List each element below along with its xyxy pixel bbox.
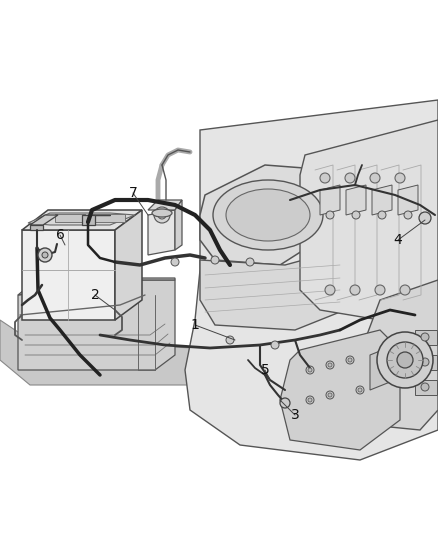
Bar bbox=[90, 214, 125, 222]
Polygon shape bbox=[346, 185, 366, 215]
Circle shape bbox=[306, 366, 314, 374]
Circle shape bbox=[419, 212, 431, 224]
Circle shape bbox=[42, 252, 48, 258]
Polygon shape bbox=[398, 185, 418, 215]
Circle shape bbox=[226, 336, 234, 344]
Text: 3: 3 bbox=[291, 408, 300, 422]
Circle shape bbox=[171, 258, 179, 266]
Polygon shape bbox=[370, 345, 395, 390]
Ellipse shape bbox=[152, 209, 172, 217]
Circle shape bbox=[211, 256, 219, 264]
Ellipse shape bbox=[377, 332, 433, 388]
Circle shape bbox=[306, 396, 314, 404]
Circle shape bbox=[280, 398, 290, 408]
Circle shape bbox=[378, 211, 386, 219]
Circle shape bbox=[348, 358, 352, 362]
Circle shape bbox=[154, 207, 170, 223]
Polygon shape bbox=[115, 210, 142, 320]
Circle shape bbox=[404, 211, 412, 219]
Circle shape bbox=[375, 285, 385, 295]
Circle shape bbox=[421, 383, 429, 391]
Polygon shape bbox=[0, 320, 438, 385]
Text: 1: 1 bbox=[191, 318, 199, 332]
Polygon shape bbox=[320, 185, 340, 215]
Circle shape bbox=[346, 356, 354, 364]
Bar bbox=[415, 330, 437, 345]
Circle shape bbox=[421, 358, 429, 366]
Polygon shape bbox=[200, 165, 335, 265]
Ellipse shape bbox=[226, 189, 310, 241]
Circle shape bbox=[271, 341, 279, 349]
Circle shape bbox=[325, 285, 335, 295]
Polygon shape bbox=[280, 330, 400, 450]
Polygon shape bbox=[175, 200, 182, 250]
Circle shape bbox=[158, 211, 166, 219]
Circle shape bbox=[395, 173, 405, 183]
Circle shape bbox=[326, 361, 334, 369]
Circle shape bbox=[308, 368, 312, 372]
Text: 7: 7 bbox=[129, 186, 138, 200]
Circle shape bbox=[328, 393, 332, 397]
Circle shape bbox=[370, 173, 380, 183]
Circle shape bbox=[358, 388, 362, 392]
Polygon shape bbox=[300, 120, 438, 320]
Text: 4: 4 bbox=[394, 233, 403, 247]
Circle shape bbox=[38, 248, 52, 262]
Circle shape bbox=[400, 285, 410, 295]
Bar bbox=[55, 214, 85, 222]
Bar bbox=[415, 380, 437, 395]
Polygon shape bbox=[30, 215, 58, 225]
Polygon shape bbox=[148, 210, 175, 255]
Polygon shape bbox=[28, 213, 135, 225]
Polygon shape bbox=[82, 215, 95, 225]
Polygon shape bbox=[30, 225, 43, 230]
Circle shape bbox=[421, 333, 429, 341]
Ellipse shape bbox=[387, 342, 423, 378]
Polygon shape bbox=[18, 280, 175, 370]
Text: 2: 2 bbox=[91, 288, 99, 302]
Ellipse shape bbox=[397, 352, 413, 368]
Ellipse shape bbox=[213, 180, 323, 250]
Circle shape bbox=[350, 285, 360, 295]
Polygon shape bbox=[18, 278, 175, 295]
Circle shape bbox=[326, 211, 334, 219]
Text: 6: 6 bbox=[56, 228, 64, 242]
Circle shape bbox=[352, 211, 360, 219]
Circle shape bbox=[326, 391, 334, 399]
Polygon shape bbox=[148, 200, 182, 210]
Polygon shape bbox=[22, 230, 115, 320]
Polygon shape bbox=[200, 250, 345, 330]
Polygon shape bbox=[372, 185, 392, 215]
Circle shape bbox=[356, 386, 364, 394]
Polygon shape bbox=[22, 210, 142, 230]
Circle shape bbox=[328, 363, 332, 367]
Polygon shape bbox=[360, 280, 438, 430]
Circle shape bbox=[345, 173, 355, 183]
Polygon shape bbox=[185, 100, 438, 460]
Text: 5: 5 bbox=[261, 363, 269, 377]
Bar bbox=[415, 355, 437, 370]
Circle shape bbox=[308, 398, 312, 402]
Circle shape bbox=[320, 173, 330, 183]
Circle shape bbox=[246, 258, 254, 266]
